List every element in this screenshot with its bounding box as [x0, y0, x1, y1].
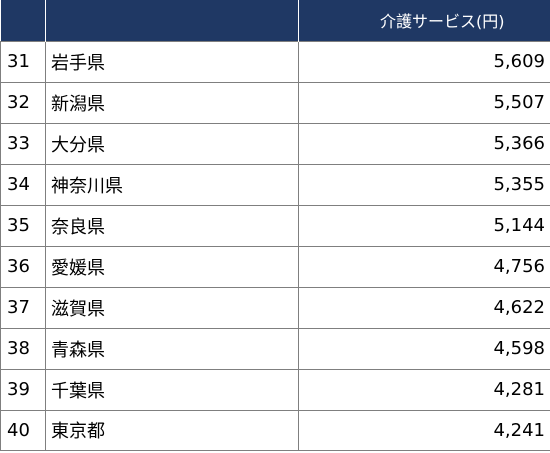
value-cell: 5,355 [298, 163, 550, 206]
prefecture-cell: 東京都 [45, 409, 299, 451]
header-row: 介護サービス(円) [0, 0, 550, 41]
value-cell: 4,241 [298, 409, 550, 451]
rank-cell: 35 [0, 204, 46, 247]
table-row: 34 神奈川県 5,355 [0, 163, 550, 206]
prefecture-cell: 滋賀県 [45, 286, 299, 329]
table-row: 31 岩手県 5,609 [0, 40, 550, 83]
value-cell: 5,609 [298, 40, 550, 83]
table-body: 31 岩手県 5,609 32 新潟県 5,507 33 大分県 5,366 3… [0, 40, 550, 451]
prefecture-cell: 大分県 [45, 122, 299, 165]
prefecture-cell: 奈良県 [45, 204, 299, 247]
rank-cell: 33 [0, 122, 46, 165]
value-cell: 4,598 [298, 327, 550, 370]
table-row: 32 新潟県 5,507 [0, 81, 550, 124]
value-cell: 4,756 [298, 245, 550, 288]
table-row: 39 千葉県 4,281 [0, 368, 550, 411]
header-care-service-cost: 介護サービス(円) [298, 0, 550, 41]
rank-cell: 36 [0, 245, 46, 288]
prefecture-cell: 岩手県 [45, 40, 299, 83]
header-rank [0, 0, 46, 41]
prefecture-cell: 愛媛県 [45, 245, 299, 288]
table-row: 40 東京都 4,241 [0, 409, 550, 451]
table-row: 33 大分県 5,366 [0, 122, 550, 165]
value-cell: 5,507 [298, 81, 550, 124]
prefecture-cell: 千葉県 [45, 368, 299, 411]
value-cell: 5,144 [298, 204, 550, 247]
value-cell: 5,366 [298, 122, 550, 165]
rank-cell: 31 [0, 40, 46, 83]
rank-cell: 37 [0, 286, 46, 329]
rank-cell: 40 [0, 409, 46, 451]
prefecture-cell: 神奈川県 [45, 163, 299, 206]
table-row: 36 愛媛県 4,756 [0, 245, 550, 288]
rank-cell: 39 [0, 368, 46, 411]
header-prefecture [45, 0, 299, 41]
rank-cell: 38 [0, 327, 46, 370]
table-row: 37 滋賀県 4,622 [0, 286, 550, 329]
rank-cell: 34 [0, 163, 46, 206]
prefecture-cell: 青森県 [45, 327, 299, 370]
value-cell: 4,622 [298, 286, 550, 329]
table-row: 35 奈良県 5,144 [0, 204, 550, 247]
value-cell: 4,281 [298, 368, 550, 411]
rank-cell: 32 [0, 81, 46, 124]
table-header: 介護サービス(円) [0, 0, 550, 41]
prefecture-cell: 新潟県 [45, 81, 299, 124]
table-row: 38 青森県 4,598 [0, 327, 550, 370]
